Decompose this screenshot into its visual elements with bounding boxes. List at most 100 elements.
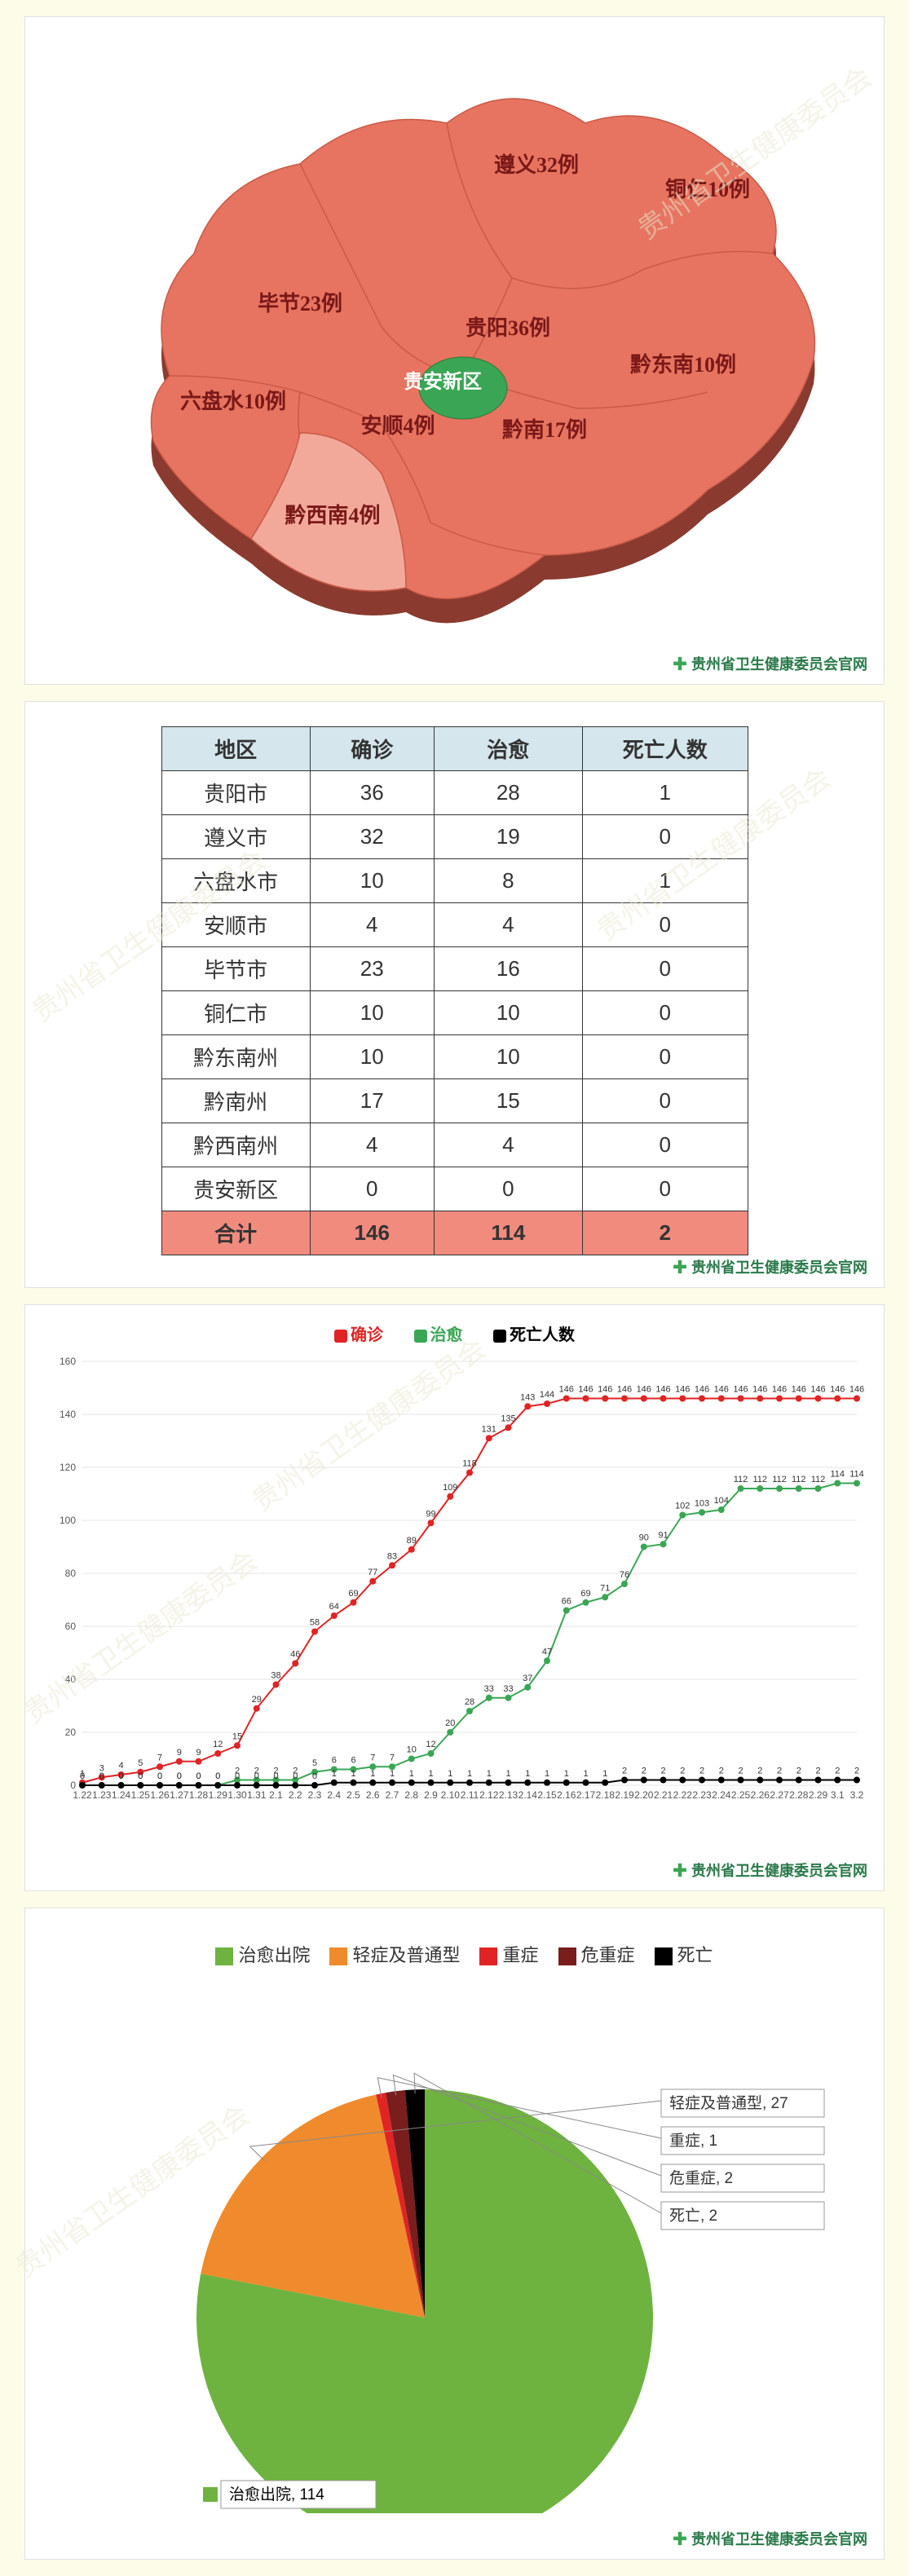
table-cell: 0 bbox=[582, 1079, 748, 1123]
svg-text:0: 0 bbox=[118, 1771, 123, 1781]
table-cell: 贵安新区 bbox=[161, 1167, 310, 1211]
table-header: 确诊 bbox=[310, 727, 434, 771]
svg-text:160: 160 bbox=[60, 1356, 76, 1367]
svg-text:2: 2 bbox=[622, 1767, 627, 1776]
svg-text:146: 146 bbox=[695, 1385, 709, 1395]
svg-text:1: 1 bbox=[390, 1769, 395, 1779]
pie-callout-label: 危重症, 2 bbox=[669, 2169, 733, 2187]
svg-text:1: 1 bbox=[564, 1769, 569, 1779]
svg-text:29: 29 bbox=[252, 1695, 262, 1705]
svg-text:146: 146 bbox=[733, 1385, 748, 1395]
svg-text:135: 135 bbox=[501, 1414, 515, 1423]
svg-text:1.23: 1.23 bbox=[92, 1789, 112, 1801]
svg-text:1: 1 bbox=[448, 1769, 452, 1779]
pie-legend-label: 死亡 bbox=[677, 1945, 713, 1965]
svg-text:2.22: 2.22 bbox=[673, 1789, 693, 1801]
svg-text:1.22: 1.22 bbox=[73, 1789, 92, 1801]
svg-text:146: 146 bbox=[714, 1385, 729, 1395]
svg-text:2.1: 2.1 bbox=[269, 1789, 283, 1801]
svg-text:1: 1 bbox=[525, 1769, 530, 1779]
table-header: 治愈 bbox=[434, 727, 582, 771]
svg-text:143: 143 bbox=[520, 1392, 535, 1402]
trend-line-chart: 0204060801001201401601.221.231.241.251.2… bbox=[42, 1353, 873, 1834]
svg-text:71: 71 bbox=[600, 1583, 610, 1593]
table-row: 铜仁市10100 bbox=[161, 991, 748, 1035]
table-header: 死亡人数 bbox=[582, 727, 748, 771]
svg-text:12: 12 bbox=[213, 1740, 223, 1749]
pie-callout-label: 死亡, 2 bbox=[669, 2207, 717, 2225]
svg-text:112: 112 bbox=[734, 1475, 748, 1484]
svg-text:1: 1 bbox=[370, 1769, 375, 1779]
svg-text:6: 6 bbox=[351, 1756, 355, 1766]
svg-text:99: 99 bbox=[426, 1509, 435, 1519]
svg-text:1.25: 1.25 bbox=[131, 1789, 151, 1801]
table-cell: 4 bbox=[434, 903, 582, 947]
table-cell: 4 bbox=[310, 1123, 434, 1167]
map-label: 遵义32例 bbox=[493, 152, 578, 177]
svg-text:1: 1 bbox=[505, 1769, 510, 1779]
svg-text:114: 114 bbox=[830, 1470, 845, 1480]
pie-bottom-label: 治愈出院, 114 bbox=[229, 2486, 324, 2503]
table-cell: 28 bbox=[434, 771, 582, 815]
table-cell: 0 bbox=[582, 903, 748, 947]
svg-text:2.19: 2.19 bbox=[615, 1789, 634, 1801]
svg-text:146: 146 bbox=[849, 1385, 864, 1395]
table-cell: 8 bbox=[434, 859, 582, 903]
table-cell: 10 bbox=[310, 991, 434, 1035]
svg-text:114: 114 bbox=[849, 1470, 864, 1480]
table-row: 毕节市23160 bbox=[161, 947, 748, 991]
svg-text:9: 9 bbox=[196, 1748, 201, 1758]
svg-text:0: 0 bbox=[177, 1771, 182, 1781]
map-label: 黔东南10例 bbox=[629, 352, 735, 377]
svg-text:60: 60 bbox=[65, 1621, 77, 1632]
table-cell: 0 bbox=[434, 1167, 582, 1211]
table-cell: 17 bbox=[310, 1079, 434, 1123]
table-cell: 10 bbox=[310, 859, 434, 903]
svg-text:9: 9 bbox=[177, 1748, 182, 1758]
svg-text:1.24: 1.24 bbox=[112, 1789, 131, 1801]
svg-text:2.10: 2.10 bbox=[441, 1789, 461, 1801]
svg-text:1: 1 bbox=[583, 1769, 588, 1779]
svg-text:64: 64 bbox=[329, 1602, 339, 1612]
svg-text:2.6: 2.6 bbox=[366, 1789, 380, 1801]
svg-text:2: 2 bbox=[835, 1767, 840, 1776]
svg-text:89: 89 bbox=[407, 1536, 417, 1546]
svg-text:2.2: 2.2 bbox=[289, 1789, 302, 1801]
svg-text:112: 112 bbox=[792, 1475, 806, 1484]
table-cell: 安顺市 bbox=[161, 903, 310, 947]
svg-text:146: 146 bbox=[559, 1385, 574, 1395]
svg-text:2.13: 2.13 bbox=[499, 1789, 518, 1801]
svg-text:2.11: 2.11 bbox=[461, 1789, 479, 1801]
table-cell: 36 bbox=[310, 771, 434, 815]
svg-text:6: 6 bbox=[332, 1756, 337, 1766]
svg-text:0: 0 bbox=[215, 1771, 220, 1781]
svg-text:47: 47 bbox=[542, 1647, 552, 1656]
table-cell: 32 bbox=[310, 815, 434, 859]
svg-text:7: 7 bbox=[390, 1753, 395, 1762]
map-panel: 贵州省卫生健康委员会 遵义32例铜仁10例毕节23例贵阳36例黔东南10例六盘水… bbox=[24, 16, 885, 685]
table-cell: 遵义市 bbox=[161, 815, 310, 859]
table-cell: 0 bbox=[582, 991, 748, 1035]
table-cell: 4 bbox=[310, 903, 434, 947]
svg-text:146: 146 bbox=[752, 1385, 767, 1395]
svg-text:80: 80 bbox=[65, 1568, 77, 1579]
svg-text:104: 104 bbox=[714, 1496, 729, 1506]
pie-legend-label: 重症 bbox=[502, 1945, 538, 1965]
svg-text:2.21: 2.21 bbox=[654, 1789, 673, 1801]
svg-text:2.26: 2.26 bbox=[751, 1789, 770, 1801]
line-chart-panel: 贵州省卫生健康委员会 贵州省卫生健康委员会 确诊 治愈 死亡人数 0204060… bbox=[24, 1304, 885, 1891]
pie-callout-label: 轻症及普通型, 27 bbox=[669, 2094, 788, 2112]
svg-text:146: 146 bbox=[830, 1385, 845, 1395]
svg-text:2: 2 bbox=[738, 1767, 743, 1776]
svg-text:2: 2 bbox=[796, 1767, 801, 1776]
svg-text:0: 0 bbox=[312, 1771, 317, 1781]
table-cell: 19 bbox=[434, 815, 582, 859]
pie-legend-label: 轻症及普通型 bbox=[352, 1945, 460, 1965]
table-cell: 10 bbox=[310, 1035, 434, 1079]
svg-text:46: 46 bbox=[290, 1650, 300, 1660]
svg-text:144: 144 bbox=[540, 1390, 554, 1400]
table-cell: 0 bbox=[310, 1167, 434, 1211]
svg-text:2: 2 bbox=[660, 1767, 665, 1776]
svg-text:0: 0 bbox=[273, 1771, 278, 1781]
svg-text:2.12: 2.12 bbox=[479, 1789, 499, 1801]
